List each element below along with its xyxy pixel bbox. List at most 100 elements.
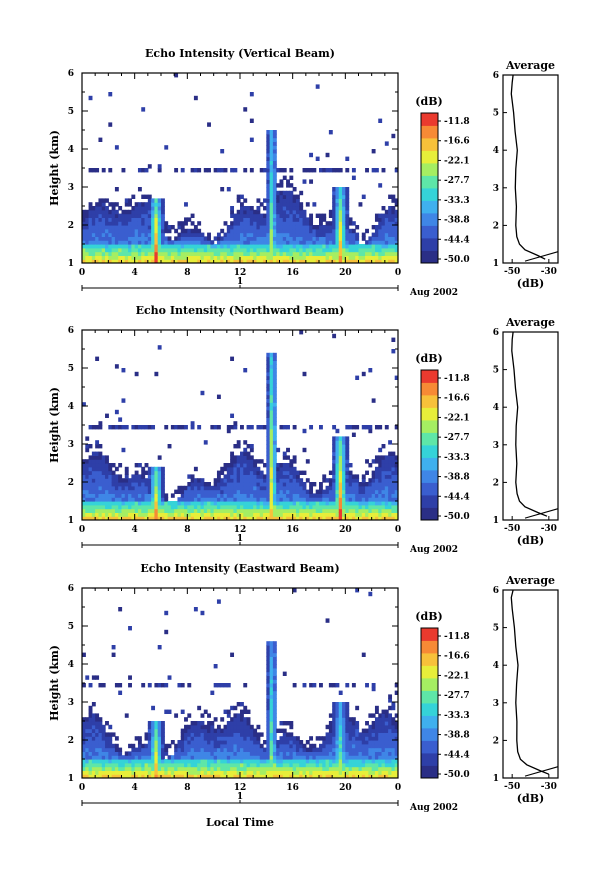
heatmap-cell (151, 497, 156, 502)
heatmap-cell (128, 202, 132, 207)
heatmap-cell (299, 774, 304, 778)
heatmap-cell (101, 728, 106, 733)
heatmap-cell (374, 470, 379, 475)
heatmap-cell (322, 213, 327, 218)
heatmap-cell (105, 485, 109, 491)
heatmap-cell (279, 202, 284, 207)
heatmap-cell (282, 501, 287, 506)
heatmap-cell (302, 213, 307, 218)
heatmap-cell (378, 721, 383, 726)
heatmap-cell (101, 736, 106, 741)
heatmap-cell (272, 766, 277, 771)
heatmap-cell (365, 228, 369, 234)
heatmap-cell (282, 504, 287, 510)
heatmap-cell (253, 755, 258, 760)
heatmap-cell (302, 228, 307, 234)
heatmap-cell (338, 493, 343, 498)
heatmap-cell (101, 766, 106, 771)
heatmap-cell (147, 236, 152, 241)
heatmap-cell (253, 728, 258, 733)
heatmap-cell (180, 497, 185, 502)
heatmap-cell (335, 508, 340, 513)
heatmap-cell (243, 209, 248, 215)
heatmap-cell (124, 247, 129, 253)
heatmap-cell (305, 766, 310, 771)
heatmap-cell (295, 225, 300, 230)
heatmap-cell (358, 247, 363, 253)
heatmap-cell (332, 747, 337, 752)
heatmap-cell (167, 228, 172, 234)
heatmap-cell (98, 736, 103, 741)
heatmap-cell (147, 493, 152, 498)
heatmap-cell (187, 259, 192, 263)
heatmap-cell (157, 474, 162, 479)
heatmap-cell (203, 504, 208, 510)
heatmap-cell (259, 251, 264, 256)
heatmap-cell (174, 747, 179, 752)
heatmap-cell (272, 736, 277, 741)
heatmap-cell (164, 493, 169, 498)
heatmap-cell (319, 766, 323, 771)
heatmap-cell (236, 501, 241, 506)
heatmap-cell (174, 713, 179, 718)
heatmap-cell (190, 474, 195, 479)
heatmap-cell (203, 740, 208, 745)
heatmap-cell (378, 259, 383, 263)
heatmap-cell (82, 508, 86, 513)
heatmap-cell (249, 137, 254, 142)
heatmap-cell (289, 508, 294, 513)
heatmap-cell (147, 508, 152, 513)
heatmap-cell (289, 770, 294, 775)
heatmap-cell (230, 236, 235, 241)
heatmap-cell (345, 156, 350, 161)
heatmap-cell (249, 755, 254, 760)
heatmap-cell (388, 482, 393, 487)
heatmap-cell (299, 501, 304, 506)
heatmap-cell (180, 516, 185, 520)
heatmap-cell (154, 217, 159, 222)
heatmap-cell (223, 474, 228, 479)
heatmap-cell (118, 482, 123, 487)
heatmap-cell (319, 236, 323, 241)
heatmap-cell (279, 228, 284, 234)
heatmap-cell (141, 240, 146, 245)
heatmap-cell (180, 251, 185, 256)
x-axis-label: Local Time (206, 816, 274, 829)
heatmap-cell (272, 221, 277, 226)
heatmap-cell (108, 766, 113, 771)
heatmap-cell (374, 512, 379, 517)
heatmap-cell (200, 732, 205, 737)
heatmap-cell (272, 740, 277, 745)
heatmap-cell (276, 762, 281, 768)
heatmap-cell (263, 168, 267, 173)
heatmap-cell (388, 755, 393, 760)
heatmap-cell (286, 736, 290, 741)
heatmap-cell (131, 751, 136, 756)
heatmap-cell (98, 228, 103, 234)
heatmap-cell (381, 455, 386, 460)
heatmap-cell (105, 255, 109, 260)
heatmap-cell (322, 770, 327, 775)
heatmap-cell (249, 259, 254, 263)
heatmap-cell (114, 255, 119, 260)
heatmap-cell (236, 755, 241, 760)
heatmap-cell (266, 497, 271, 502)
heatmap-cell (216, 728, 221, 733)
heatmap-cell (374, 501, 379, 506)
heatmap-cell (335, 766, 340, 771)
heatmap-cell (338, 747, 343, 752)
heatmap-cell (361, 755, 366, 760)
heatmap-cell (161, 466, 165, 472)
heatmap-cell (147, 504, 152, 510)
heatmap-cell (272, 428, 277, 434)
heatmap-cell (144, 766, 149, 771)
heatmap-cell (374, 766, 379, 771)
heatmap-cell (279, 728, 284, 733)
heatmap-cell (177, 225, 182, 230)
heatmap-cell (286, 470, 290, 475)
heatmap-cell (269, 352, 274, 358)
heatmap-cell (332, 255, 337, 260)
heatmap-cell (203, 762, 208, 768)
heatmap-cell (121, 168, 126, 173)
heatmap-cell (91, 512, 96, 517)
